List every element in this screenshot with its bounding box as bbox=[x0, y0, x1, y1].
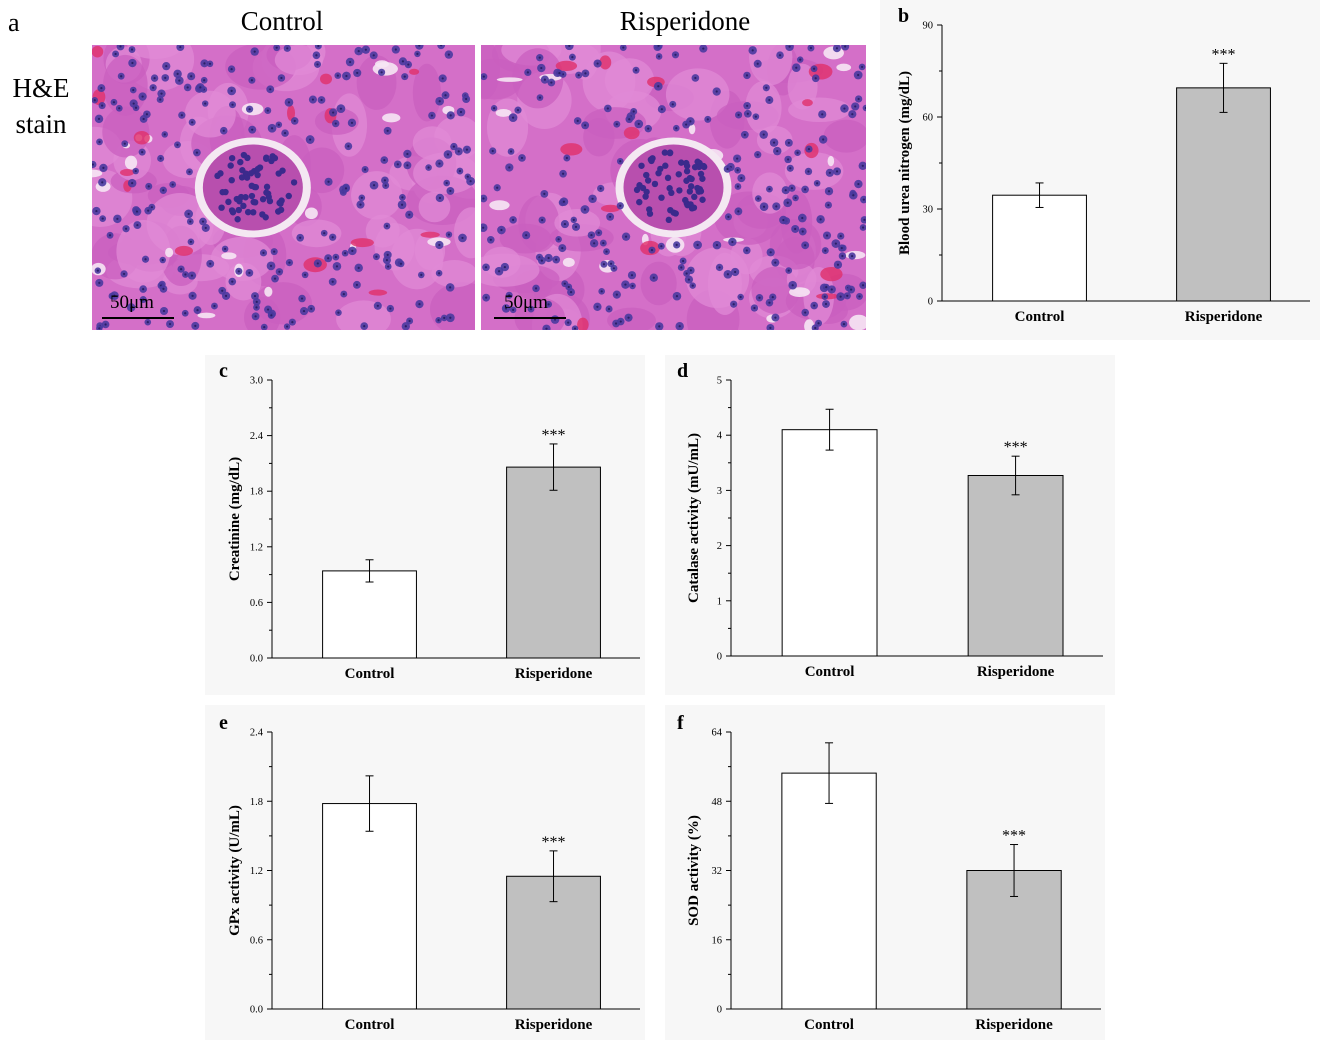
y-tick-label: 2.4 bbox=[250, 728, 264, 739]
chart-d-svg: d 0 1 2 3 4 5 Catalase activity (mU/mL) Control *… bbox=[677, 360, 1103, 680]
y-tick-label: 32 bbox=[712, 866, 723, 877]
chart-panel-f: f 0 16 32 48 64 SOD activity (%) Control *** Risp… bbox=[665, 705, 1105, 1040]
he-stain-label: H&E stain bbox=[4, 70, 78, 142]
panel-a-letter: a bbox=[8, 8, 20, 37]
significance-marker: *** bbox=[1212, 46, 1236, 63]
chart-b-svg: b 0 30 60 90 Blood urea nitrogen (mg/dL) Contr… bbox=[897, 5, 1310, 325]
y-axis-label: Catalase activity (mU/mL) bbox=[686, 433, 702, 603]
y-axis-label: Creatinine (mg/dL) bbox=[227, 457, 243, 581]
panel-letter-e: e bbox=[219, 712, 228, 734]
bar-risperidone bbox=[1176, 87, 1271, 302]
risperidone-tissue-image bbox=[481, 45, 866, 330]
control-scale-bar-label: 50μm bbox=[110, 292, 154, 313]
y-tick-label: 1.2 bbox=[250, 866, 263, 877]
y-tick-label: 0.6 bbox=[250, 598, 263, 609]
control-micrograph bbox=[92, 45, 475, 330]
significance-marker: *** bbox=[1002, 828, 1026, 845]
chart-panel-b: b 0 30 60 90 Blood urea nitrogen (mg/dL) Contr… bbox=[880, 0, 1320, 340]
x-category-label: Control bbox=[1015, 309, 1065, 325]
y-tick-label: 60 bbox=[923, 113, 934, 124]
y-tick-label: 3 bbox=[717, 486, 722, 497]
y-tick-label: 1.8 bbox=[250, 797, 263, 808]
y-axis-label: SOD activity (%) bbox=[686, 815, 702, 926]
he-stain-label-line2: stain bbox=[15, 109, 67, 139]
y-tick-label: 1.2 bbox=[250, 542, 263, 553]
panel-letter-b: b bbox=[898, 5, 909, 27]
y-axis-label: GPx activity (U/mL) bbox=[227, 805, 243, 936]
chart-e-svg: e 0.0 0.6 1.2 1.8 2.4 GPx activity (U/mL) Contr… bbox=[219, 712, 640, 1033]
x-category-label: Control bbox=[345, 666, 395, 682]
y-tick-label: 4 bbox=[717, 431, 723, 442]
risperidone-micrograph bbox=[481, 45, 866, 330]
x-category-label: Risperidone bbox=[515, 666, 593, 682]
x-category-label: Control bbox=[345, 1017, 395, 1033]
bar-risperidone bbox=[506, 466, 601, 659]
chart-panel-d: d 0 1 2 3 4 5 Catalase activity (mU/mL) Control *… bbox=[665, 355, 1115, 695]
he-stain-label-line1: H&E bbox=[12, 73, 70, 103]
y-axis-label: Blood urea nitrogen (mg/dL) bbox=[897, 71, 913, 255]
bar-control bbox=[781, 772, 877, 1010]
control-tissue-image bbox=[92, 45, 475, 330]
panel-letter-f: f bbox=[677, 712, 684, 734]
x-category-label: Risperidone bbox=[515, 1017, 593, 1033]
y-tick-label: 3.0 bbox=[250, 376, 263, 387]
control-image-title: Control bbox=[240, 6, 324, 36]
y-tick-label: 5 bbox=[717, 376, 722, 387]
significance-marker: *** bbox=[1004, 439, 1028, 456]
y-tick-label: 0.0 bbox=[250, 654, 263, 665]
control-scale-bar bbox=[102, 317, 174, 319]
bar-control bbox=[322, 803, 417, 1010]
risperidone-scale-bar-label: 50μm bbox=[504, 292, 548, 313]
y-tick-label: 2.4 bbox=[250, 431, 264, 442]
y-tick-label: 1.8 bbox=[250, 487, 263, 498]
chart-c-svg: c 0.0 0.6 1.2 1.8 2.4 3.0 Creatinine (mg/dL) Con… bbox=[219, 360, 640, 682]
chart-panel-e: e 0.0 0.6 1.2 1.8 2.4 GPx activity (U/mL) Contr… bbox=[205, 705, 645, 1040]
x-category-label: Control bbox=[804, 1017, 854, 1033]
bar-control bbox=[992, 194, 1087, 302]
chart-f-svg: f 0 16 32 48 64 SOD activity (%) Control *** Risp… bbox=[677, 712, 1101, 1033]
y-tick-label: 1 bbox=[717, 596, 722, 607]
bar-control bbox=[322, 570, 417, 659]
significance-marker: *** bbox=[542, 834, 566, 851]
y-tick-label: 0 bbox=[928, 297, 933, 308]
panel-letter-c: c bbox=[219, 360, 228, 382]
x-category-label: Risperidone bbox=[1185, 309, 1263, 325]
bar-control bbox=[781, 429, 878, 657]
y-tick-label: 16 bbox=[712, 935, 723, 946]
y-tick-label: 0 bbox=[717, 1005, 722, 1016]
bar-risperidone bbox=[967, 474, 1064, 657]
y-tick-label: 48 bbox=[712, 797, 723, 808]
x-category-label: Control bbox=[805, 664, 855, 680]
y-tick-label: 30 bbox=[923, 205, 934, 216]
risperidone-image-title: Risperidone bbox=[619, 6, 751, 36]
y-tick-label: 64 bbox=[712, 728, 723, 739]
y-tick-label: 0 bbox=[717, 652, 722, 663]
chart-panel-c: c 0.0 0.6 1.2 1.8 2.4 3.0 Creatinine (mg/dL) Con… bbox=[205, 355, 645, 695]
panel-letter-d: d bbox=[677, 360, 688, 382]
y-tick-label: 90 bbox=[923, 21, 934, 32]
y-tick-label: 0.6 bbox=[250, 935, 263, 946]
significance-marker: *** bbox=[542, 427, 566, 444]
risperidone-scale-bar bbox=[494, 317, 566, 319]
x-category-label: Risperidone bbox=[975, 1017, 1053, 1033]
y-tick-label: 2 bbox=[717, 541, 722, 552]
y-tick-label: 0.0 bbox=[250, 1005, 263, 1016]
x-category-label: Risperidone bbox=[977, 664, 1055, 680]
